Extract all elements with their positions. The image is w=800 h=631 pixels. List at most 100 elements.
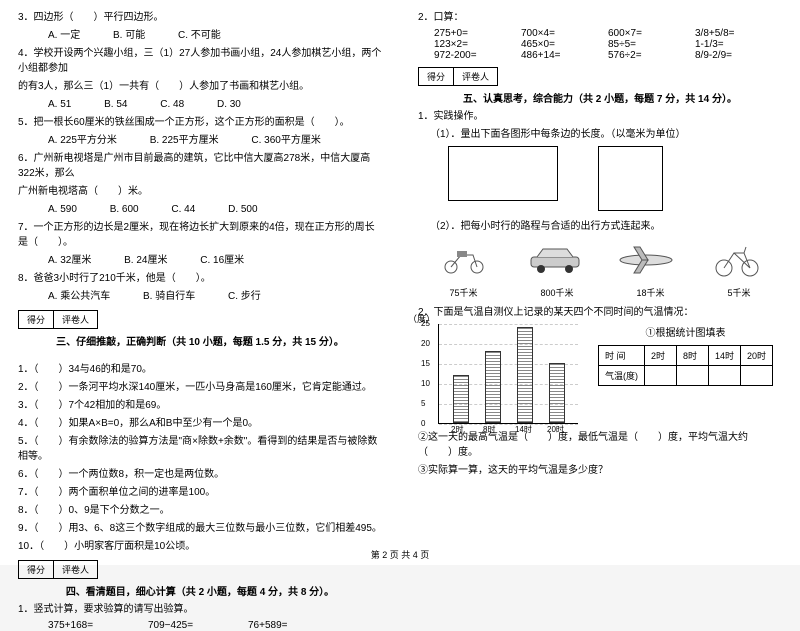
oc-2-3: 85÷5= xyxy=(608,39,695,50)
oral-calc-title: 2．口算： xyxy=(418,10,782,25)
oc-3-2: 486+14= xyxy=(521,50,608,61)
score-box-4: 得分 评卷人 xyxy=(18,560,382,579)
q8-opt-b: B. 骑自行车 xyxy=(143,291,195,302)
oc-row2: 123×2= 465×0= 85÷5= 1-1/3= xyxy=(418,39,782,50)
j1: 1．（ ）34与46的和是70。 xyxy=(18,362,382,377)
j3: 3．（ ）7个42相加的和是69。 xyxy=(18,398,382,413)
j7: 7．（ ）两个面积单位之间的进率是100。 xyxy=(18,485,382,500)
q7-options: A. 32厘米 B. 24厘米 C. 16厘米 xyxy=(18,253,382,268)
qa: ②这一天的最高气温是（ ）度，最低气温是（ ）度，平均气温大约（ ）度。 xyxy=(418,430,782,460)
exam-page: 3．四边形（ ）平行四边形。 A. 一定 B. 可能 C. 不可能 4．学校开设… xyxy=(0,0,800,565)
table-row: 气温(度) xyxy=(599,366,773,386)
qb: ③实际算一算，这天的平均气温是多少度？ xyxy=(418,463,782,478)
q5-options: A. 225平方分米 B. 225平方厘米 C. 360平方厘米 xyxy=(18,133,382,148)
left-column: 3．四边形（ ）平行四边形。 A. 一定 B. 可能 C. 不可能 4．学校开设… xyxy=(0,0,400,565)
q5-opt-a: A. 225平方分米 xyxy=(48,135,117,146)
temp-intro: 2．下面是气温自测仪上记录的某天四个不同时间的气温情况： xyxy=(418,305,782,320)
oc-1-4: 3/8+5/8= xyxy=(695,28,782,39)
page-footer: 第 2 页 共 4 页 xyxy=(0,548,800,561)
td-temp-label: 气温(度) xyxy=(599,366,645,386)
score-box-3: 得分 评卷人 xyxy=(18,310,382,329)
grader-label: 评卷人 xyxy=(53,310,98,329)
chart-bar xyxy=(549,363,565,423)
oc-3-3: 576÷2= xyxy=(608,50,695,61)
chart-bar xyxy=(517,327,533,423)
td-blank xyxy=(677,366,709,386)
airplane-icon xyxy=(616,240,676,280)
q4-line2: 的有3人，那么三（1）一共有（ ）人参加了书画和棋艺小组。 xyxy=(18,79,382,94)
q4-opt-c: C. 48 xyxy=(160,99,184,110)
grader-label: 评卷人 xyxy=(53,560,98,579)
q3: 3．四边形（ ）平行四边形。 xyxy=(18,10,382,25)
q7: 7．一个正方形的边长是2厘米，现在将边长扩大到原来的4倍，现在正方形的周长是（ … xyxy=(18,220,382,250)
q3-opt-c: C. 不可能 xyxy=(178,30,221,41)
j9: 9．（ ）用3、6、8这三个数字组成的最大三位数与最小三位数，它们相差495。 xyxy=(18,521,382,536)
score-label: 得分 xyxy=(418,67,454,86)
practice-1: （1）．量出下面各图形中每条边的长度。（以毫米为单位） xyxy=(418,127,782,142)
q5-opt-b: B. 225平方厘米 xyxy=(150,135,219,146)
calc-row: 375+168= 709−425= 76+589= xyxy=(18,620,382,631)
section-3-title: 三、仔细推敲，正确判断（共 10 小题，每题 1.5 分，共 15 分）。 xyxy=(18,333,382,348)
q3-options: A. 一定 B. 可能 C. 不可能 xyxy=(18,28,382,43)
practice-intro: 1．实践操作。 xyxy=(418,109,782,124)
tlabel-4: 5千米 xyxy=(727,286,750,299)
transport-icons xyxy=(418,240,782,280)
j2: 2．（ ）一条河平均水深140厘米，一匹小马身高是160厘米，它肯定能通过。 xyxy=(18,380,382,395)
calc-3: 76+589= xyxy=(248,620,348,631)
chart-bar xyxy=(453,375,469,423)
q6-opt-a: A. 590 xyxy=(48,204,77,215)
measure-shapes xyxy=(418,146,782,211)
section-4-title: 四、看清题目，细心计算（共 2 小题，每题 4 分，共 8 分）。 xyxy=(18,583,382,598)
ytick: 15 xyxy=(421,359,430,368)
tlabel-1: 75千米 xyxy=(449,286,477,299)
calc-1: 375+168= xyxy=(48,620,148,631)
tlabel-2: 800千米 xyxy=(540,286,573,299)
temperature-bar-chart: 25201510502时8时14时20时 xyxy=(438,324,578,424)
q4-opt-a: A. 51 xyxy=(48,99,71,110)
oc-3-1: 972-200= xyxy=(434,50,521,61)
q6-line2: 广州新电视塔高（ ）米。 xyxy=(18,184,382,199)
ytick: 20 xyxy=(421,339,430,348)
table-block: ①根据统计图填表 时 间 2时 8时 14时 20时 气温(度) xyxy=(598,324,773,424)
q8-opt-a: A. 乘公共汽车 xyxy=(48,291,110,302)
q4-options: A. 51 B. 54 C. 48 D. 30 xyxy=(18,97,382,112)
j4: 4．（ ）如果A×B=0，那么A和B中至少有一个是0。 xyxy=(18,416,382,431)
th-20: 20时 xyxy=(741,346,773,366)
q7-opt-c: C. 16厘米 xyxy=(200,255,244,266)
chart-and-table: （度） 25201510502时8时14时20时 ①根据统计图填表 时 间 2时… xyxy=(418,324,782,424)
q6-options: A. 590 B. 600 C. 44 D. 500 xyxy=(18,202,382,217)
chart-bar xyxy=(485,351,501,423)
oc-1-3: 600×7= xyxy=(608,28,695,39)
q4-opt-b: B. 54 xyxy=(104,99,127,110)
oc-2-2: 465×0= xyxy=(521,39,608,50)
grader-label: 评卷人 xyxy=(453,67,498,86)
oc-2-4: 1-1/3= xyxy=(695,39,782,50)
oc-3-4: 8/9-2/9= xyxy=(695,50,782,61)
score-label: 得分 xyxy=(18,310,54,329)
td-blank xyxy=(741,366,773,386)
section-5-title: 五、认真思考，综合能力（共 2 小题，每题 7 分，共 14 分）。 xyxy=(418,90,782,105)
oc-1-2: 700×4= xyxy=(521,28,608,39)
oc-row3: 972-200= 486+14= 576÷2= 8/9-2/9= xyxy=(418,50,782,61)
ytick: 0 xyxy=(421,419,425,428)
practice-2: （2）．把每小时行的路程与合适的出行方式连起来。 xyxy=(418,219,782,234)
j8: 8．（ ）0、9是下个分数之一。 xyxy=(18,503,382,518)
xtick: 20时 xyxy=(547,424,564,435)
q5: 5．把一根长60厘米的铁丝围成一个正方形，这个正方形的面积是（ ）。 xyxy=(18,115,382,130)
right-column: 2．口算： 275+0= 700×4= 600×7= 3/8+5/8= 123×… xyxy=(400,0,800,565)
table-row: 时 间 2时 8时 14时 20时 xyxy=(599,346,773,366)
ytick: 25 xyxy=(421,319,430,328)
oc-2-1: 123×2= xyxy=(434,39,521,50)
xtick: 8时 xyxy=(483,424,495,435)
calc-2: 709−425= xyxy=(148,620,248,631)
oc-row1: 275+0= 700×4= 600×7= 3/8+5/8= xyxy=(418,28,782,39)
ytick: 10 xyxy=(421,379,430,388)
calc-intro: 1．竖式计算，要求验算的请写出验算。 xyxy=(18,602,382,617)
th-time: 时 间 xyxy=(599,346,645,366)
td-blank xyxy=(645,366,677,386)
shape-square xyxy=(598,146,663,211)
score-label: 得分 xyxy=(18,560,54,579)
transport-labels: 75千米 800千米 18千米 5千米 xyxy=(418,286,782,299)
q3-opt-a: A. 一定 xyxy=(48,30,80,41)
car-icon xyxy=(525,240,585,280)
